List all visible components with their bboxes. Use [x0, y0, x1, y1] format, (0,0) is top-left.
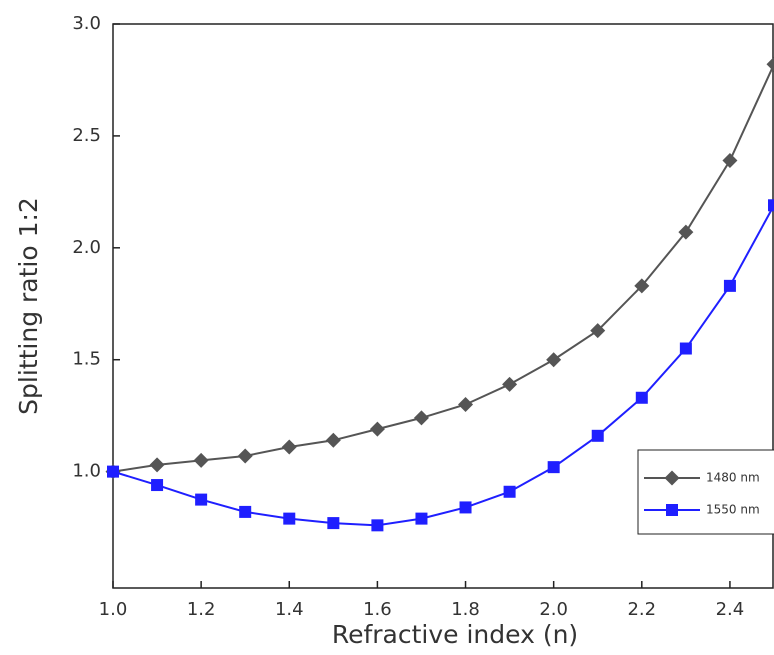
marker: [283, 512, 296, 525]
marker: [503, 485, 516, 498]
marker: [547, 461, 560, 474]
legend-box: [637, 449, 774, 535]
marker: [768, 199, 774, 212]
y-axis-label: Splitting ratio 1:2: [14, 197, 43, 415]
x-tick-label: 1.8: [451, 599, 480, 620]
marker: [634, 278, 650, 294]
legend-label: 1550 nm: [706, 503, 760, 517]
marker: [325, 432, 341, 448]
x-tick-label: 1.4: [275, 599, 304, 620]
x-tick-label: 2.2: [627, 599, 656, 620]
legend-marker: [666, 504, 678, 516]
x-tick-label: 2.0: [539, 599, 568, 620]
marker: [502, 376, 518, 392]
marker: [151, 479, 164, 492]
marker: [679, 342, 692, 355]
x-axis-label: Refractive index (n): [332, 620, 578, 649]
y-tick-label: 3.0: [72, 13, 101, 34]
marker: [722, 153, 738, 169]
marker: [195, 493, 208, 506]
y-tick-label: 1.5: [72, 349, 101, 370]
legend-marker: [664, 470, 680, 486]
marker: [415, 512, 428, 525]
x-tick-label: 1.0: [99, 599, 128, 620]
marker: [635, 391, 648, 404]
marker: [459, 501, 472, 514]
marker: [149, 457, 165, 473]
marker: [237, 448, 253, 464]
x-tick-label: 2.4: [716, 599, 745, 620]
marker: [369, 421, 385, 437]
marker: [546, 352, 562, 368]
marker: [371, 519, 384, 532]
y-tick-label: 2.5: [72, 125, 101, 146]
marker: [766, 56, 774, 72]
marker: [413, 410, 429, 426]
series-line: [112, 204, 774, 527]
x-tick-label: 1.6: [363, 599, 392, 620]
plot-frame: [112, 23, 774, 589]
marker: [281, 439, 297, 455]
marker: [590, 323, 606, 339]
series-line: [112, 63, 774, 473]
marker: [193, 452, 209, 468]
marker: [327, 517, 340, 530]
marker: [107, 465, 119, 478]
legend-label: 1480 nm: [706, 471, 760, 485]
marker: [723, 279, 736, 292]
marker: [239, 505, 252, 518]
marker: [458, 396, 474, 412]
marker: [591, 429, 604, 442]
marker: [678, 224, 694, 240]
y-tick-label: 1.0: [72, 461, 101, 482]
x-tick-label: 1.2: [187, 599, 216, 620]
legend: 1480 nm 1550 nm: [637, 449, 774, 535]
y-tick-label: 2.0: [72, 237, 101, 258]
